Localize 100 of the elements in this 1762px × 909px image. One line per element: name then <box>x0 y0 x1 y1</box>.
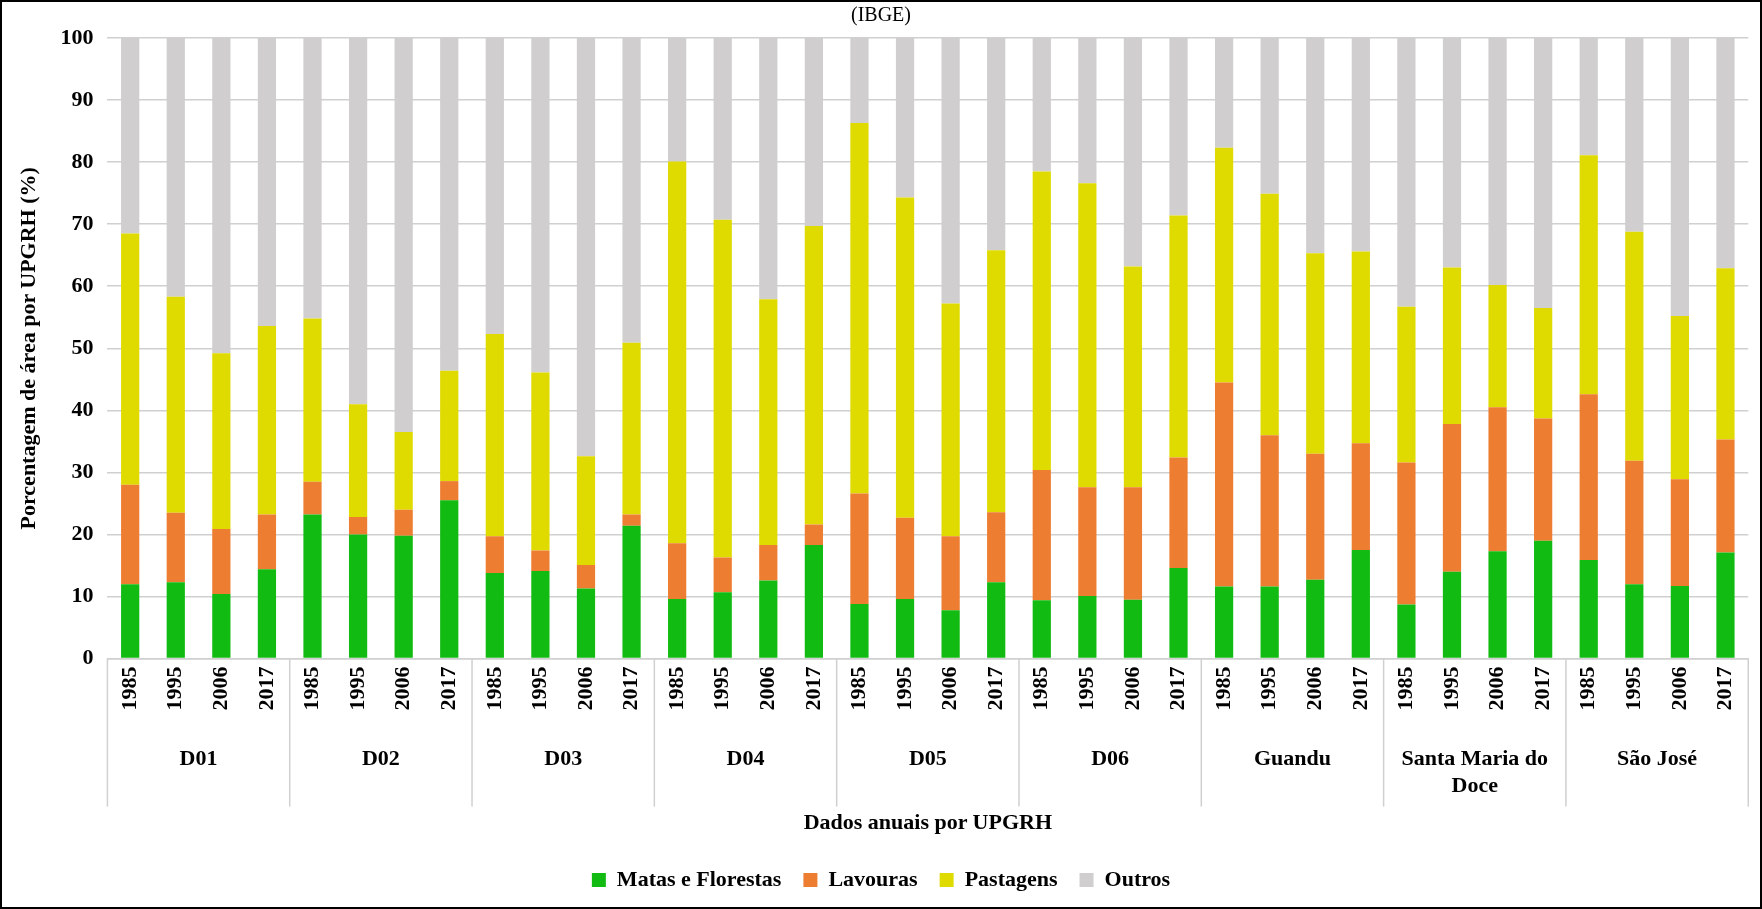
x-tick-label: 1995 <box>708 666 734 711</box>
bar <box>1032 469 1051 601</box>
x-tick-label: 1985 <box>1574 666 1600 711</box>
bar <box>394 535 413 658</box>
x-tick-label: 1985 <box>298 666 324 711</box>
bar <box>1716 552 1735 658</box>
bar <box>485 572 504 658</box>
x-tick-label: 2017 <box>1711 666 1737 711</box>
bar <box>668 599 687 658</box>
bar <box>895 599 915 658</box>
bar <box>850 123 869 494</box>
text: Guandu <box>1253 745 1331 771</box>
x-tick-label: 2017 <box>1346 666 1372 711</box>
bar <box>1169 215 1188 458</box>
bar <box>257 569 277 658</box>
x-tick-label: 2006 <box>1118 666 1144 711</box>
x-tick-label: 1985 <box>1027 666 1053 711</box>
bar <box>1032 600 1051 658</box>
bar <box>622 514 641 526</box>
bar <box>1306 453 1325 580</box>
text: São José <box>1617 745 1698 771</box>
bar <box>166 512 185 583</box>
x-tick-label: 1995 <box>1255 666 1281 711</box>
bar <box>895 197 915 518</box>
bar <box>850 603 869 658</box>
bar <box>1306 579 1325 658</box>
bar <box>713 592 732 658</box>
bar <box>303 481 322 515</box>
x-tick-label: 2006 <box>207 666 233 711</box>
bar <box>1397 306 1416 463</box>
bar <box>1078 183 1097 488</box>
bar <box>1032 171 1051 470</box>
bar <box>1123 599 1143 658</box>
y-tick-label: 90 <box>71 85 94 111</box>
bar <box>212 353 231 529</box>
x-tick-label: 1995 <box>526 666 552 711</box>
bar <box>1625 231 1644 461</box>
bar <box>941 610 960 658</box>
bar <box>1123 487 1143 600</box>
bar <box>1534 418 1553 541</box>
bar <box>987 250 1006 513</box>
bar <box>440 481 459 501</box>
y-tick-label: 50 <box>71 333 94 359</box>
bar <box>1670 479 1689 586</box>
x-tick-label: 1985 <box>845 666 871 711</box>
bar <box>485 334 504 537</box>
text: D05 <box>908 745 947 771</box>
bar <box>1214 147 1234 383</box>
x-tick-label: 2017 <box>1528 666 1554 711</box>
bar <box>713 557 732 593</box>
text: D03 <box>544 745 583 771</box>
x-tick-label: 1985 <box>1209 666 1235 711</box>
bar <box>987 582 1006 658</box>
bar <box>1670 316 1689 480</box>
bar <box>1579 559 1598 658</box>
bar <box>576 588 596 658</box>
y-tick-label: 70 <box>71 209 94 235</box>
bar <box>348 404 368 518</box>
y-tick-label: 30 <box>71 458 94 484</box>
bar <box>987 512 1006 583</box>
bar <box>1534 307 1553 419</box>
bar <box>804 545 823 658</box>
x-tick-label: 1995 <box>1437 666 1463 711</box>
bar <box>1123 266 1143 488</box>
bar <box>1670 585 1689 658</box>
y-tick-label: 60 <box>71 271 94 297</box>
bar <box>804 524 823 546</box>
x-tick-label: 1995 <box>1073 666 1099 711</box>
x-tick-label: 2017 <box>434 666 460 711</box>
bar <box>1397 604 1416 658</box>
bar <box>804 226 823 525</box>
y-tick-label: 20 <box>71 520 94 546</box>
y-tick-label: 10 <box>71 582 94 608</box>
bar <box>212 594 231 658</box>
bar <box>348 534 368 658</box>
legend-label: Outros <box>1104 865 1171 891</box>
bar <box>121 233 140 485</box>
text: D02 <box>361 745 400 771</box>
bar <box>485 536 504 573</box>
bar <box>1306 253 1325 454</box>
bar <box>121 584 140 658</box>
bar <box>531 550 550 572</box>
bar <box>1397 462 1416 605</box>
bar <box>759 545 778 581</box>
bar <box>576 564 596 589</box>
x-tick-label: 2017 <box>1164 666 1190 711</box>
bar <box>759 580 778 658</box>
bar <box>1351 550 1370 658</box>
legend-label: Matas e Florestas <box>616 865 782 891</box>
y-tick-label: 0 <box>82 644 94 670</box>
x-tick-label: 1985 <box>115 666 141 711</box>
bar <box>622 525 641 658</box>
bar <box>303 318 322 482</box>
bar <box>1260 435 1279 587</box>
bar <box>713 219 732 558</box>
x-tick-label: 1985 <box>1392 666 1418 711</box>
text: D04 <box>726 745 765 771</box>
bar <box>759 299 778 546</box>
x-tick-label: 1985 <box>480 666 506 711</box>
x-tick-label: 2006 <box>1665 666 1691 711</box>
